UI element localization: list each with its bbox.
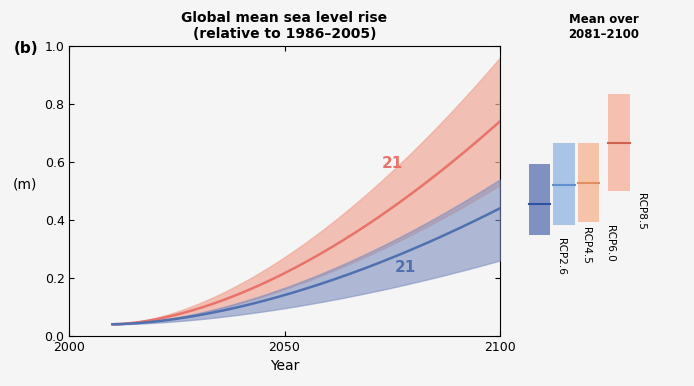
Text: 21: 21	[394, 260, 416, 275]
FancyBboxPatch shape	[529, 164, 550, 235]
Text: 21: 21	[382, 156, 403, 171]
Y-axis label: (m): (m)	[13, 177, 37, 191]
FancyBboxPatch shape	[609, 93, 629, 191]
X-axis label: Year: Year	[270, 359, 299, 373]
FancyBboxPatch shape	[578, 144, 599, 222]
Text: RCP8.5: RCP8.5	[636, 193, 646, 230]
Text: RCP4.5: RCP4.5	[581, 227, 591, 264]
Title: Global mean sea level rise
(relative to 1986–2005): Global mean sea level rise (relative to …	[181, 11, 388, 41]
Text: RCP6.0: RCP6.0	[605, 225, 616, 262]
Text: RCP2.6: RCP2.6	[557, 238, 566, 275]
FancyBboxPatch shape	[553, 144, 575, 225]
Text: Mean over
2081–2100: Mean over 2081–2100	[568, 13, 639, 41]
Text: (b): (b)	[13, 41, 38, 56]
